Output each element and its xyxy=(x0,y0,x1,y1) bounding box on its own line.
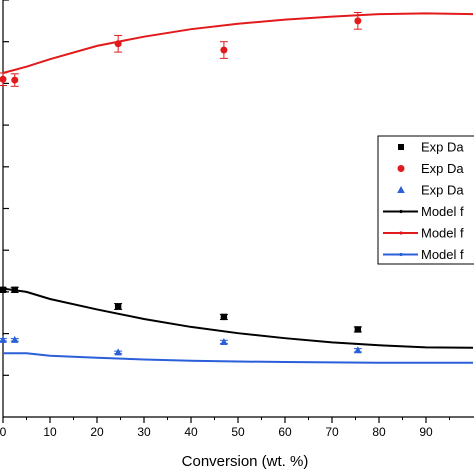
series-0-point-1 xyxy=(11,286,18,294)
x-tick-label-9: 90 xyxy=(419,425,433,439)
series-2-point-4 xyxy=(354,346,362,354)
legend-swatch-marker-3 xyxy=(399,209,403,214)
legend-label-1: Exp Da xyxy=(421,161,464,176)
y-axis-ticks xyxy=(3,0,9,376)
series-2-point-1 xyxy=(10,335,19,343)
series-1-point-0 xyxy=(0,75,7,83)
series-1-point-4 xyxy=(354,17,362,25)
x-axis-title: Conversion (wt. %) xyxy=(182,453,309,470)
x-axis-ticks: 0 10 20 30 40 50 60 70 80 90 xyxy=(0,417,450,439)
x-tick-label-8: 80 xyxy=(372,425,386,439)
x-tick-label-0: 0 xyxy=(0,425,7,439)
x-tick-label-4: 40 xyxy=(184,425,198,439)
legend-swatch-marker-5 xyxy=(399,252,403,257)
x-tick-label-2: 20 xyxy=(90,425,104,439)
x-tick-label-1: 10 xyxy=(43,425,57,439)
legend: Exp Da Exp Da Exp Da Model f Model f Model f xyxy=(377,135,474,265)
series-2-point-3 xyxy=(220,337,228,345)
series-5-curve xyxy=(3,352,473,364)
series-2-point-2 xyxy=(114,348,122,356)
series-4-curve xyxy=(2,12,474,74)
legend-label-2: Exp Da xyxy=(421,183,464,198)
legend-swatch-marker-4 xyxy=(399,231,403,235)
series-layer xyxy=(0,12,474,364)
legend-swatch-2 xyxy=(397,186,405,193)
series-1-point-2 xyxy=(114,40,122,48)
legend-box xyxy=(377,135,474,265)
legend-label-3: Model f xyxy=(421,204,464,219)
series-0-point-2 xyxy=(114,303,122,310)
x-tick-label-7: 70 xyxy=(325,425,339,439)
series-1-point-1 xyxy=(11,76,19,84)
x-tick-label-6: 60 xyxy=(278,425,292,439)
series-1-point-3 xyxy=(220,46,228,54)
series-0-point-4 xyxy=(354,326,362,333)
x-tick-label-3: 30 xyxy=(137,425,151,439)
series-0-point-3 xyxy=(220,313,228,321)
series-0-point-0 xyxy=(0,286,7,294)
series-3-curve xyxy=(2,287,474,349)
legend-label-5: Model f xyxy=(421,247,464,262)
legend-swatch-0 xyxy=(398,144,404,150)
legend-swatch-1 xyxy=(397,165,405,172)
series-2-point-0 xyxy=(0,335,7,343)
legend-label-0: Exp Da xyxy=(421,140,464,155)
x-tick-label-5: 50 xyxy=(231,425,245,439)
legend-label-4: Model f xyxy=(421,226,464,241)
